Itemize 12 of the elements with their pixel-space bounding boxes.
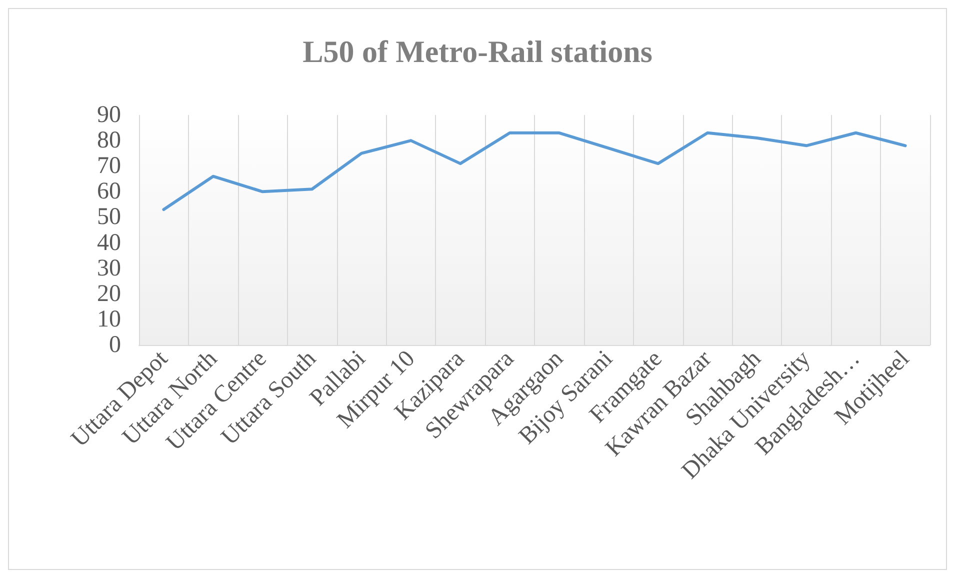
y-tick-label: 30 (97, 255, 121, 282)
y-tick-label: 0 (109, 332, 121, 358)
y-tick-label: 60 (97, 178, 121, 205)
y-tick-label: 20 (97, 280, 121, 307)
y-tick-label: 70 (97, 153, 121, 180)
y-tick-label: 90 (97, 102, 121, 128)
y-tick-label: 50 (97, 204, 121, 230)
y-tick-label: 10 (97, 306, 121, 332)
y-tick-label: 40 (97, 230, 121, 256)
y-tick-label: 80 (97, 128, 121, 154)
chart-title: L50 of Metro-Rail stations (302, 34, 652, 69)
line-series (162, 131, 907, 212)
